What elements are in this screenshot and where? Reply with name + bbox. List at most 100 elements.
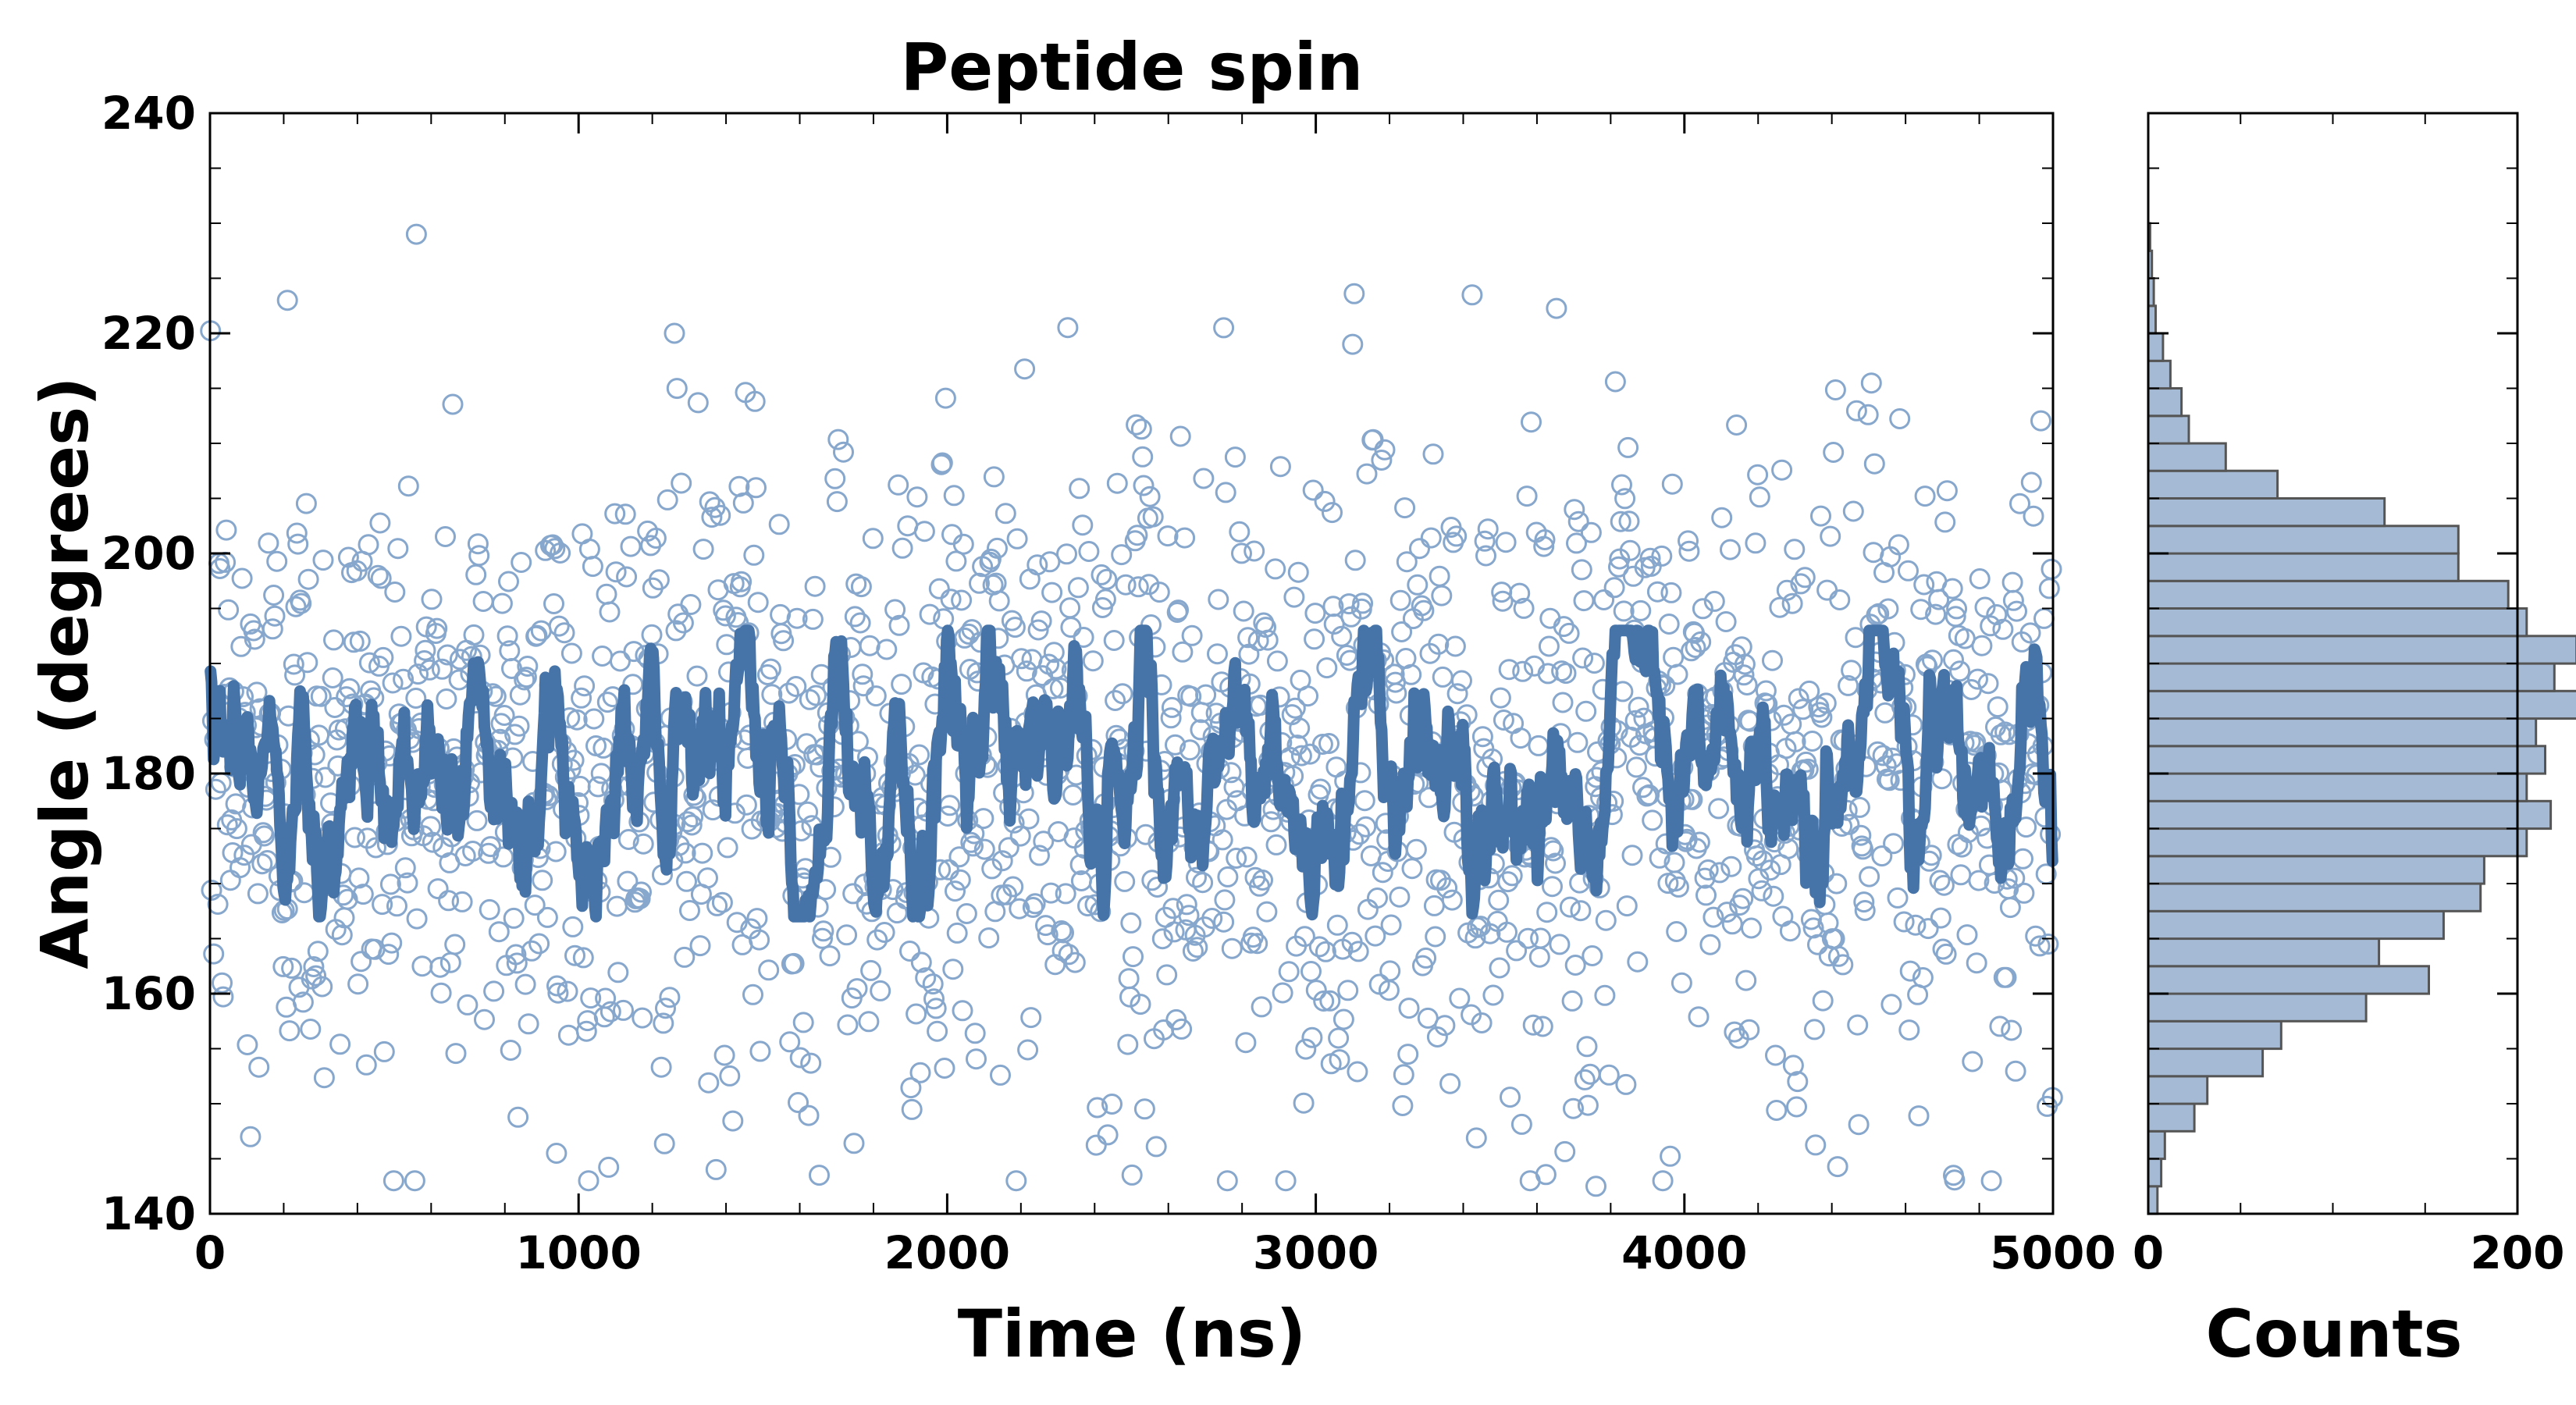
scatter-point bbox=[1913, 574, 1935, 596]
scatter-point bbox=[382, 672, 404, 694]
scatter-point bbox=[1091, 564, 1112, 585]
scatter-point bbox=[1545, 852, 1566, 874]
scatter-point bbox=[1573, 590, 1595, 612]
scatter-point bbox=[1475, 545, 1496, 567]
scatter-point bbox=[1138, 574, 1160, 596]
scatter-point bbox=[1579, 1063, 1601, 1085]
scatter-point bbox=[596, 692, 618, 713]
scatter-point bbox=[1220, 762, 1242, 784]
scatter-point bbox=[1432, 666, 1453, 688]
scatter-point bbox=[1512, 660, 1534, 682]
scatter-point bbox=[1564, 499, 1585, 521]
scatter-point bbox=[1735, 969, 1757, 991]
histogram-bar bbox=[2147, 552, 2460, 582]
histogram-bar bbox=[2147, 1075, 2209, 1105]
scatter-point bbox=[1379, 960, 1401, 982]
scatter-point bbox=[978, 927, 1000, 949]
scatter-point bbox=[599, 601, 621, 623]
scatter-point bbox=[1179, 739, 1201, 761]
scatter-point bbox=[535, 539, 557, 561]
scatter-point bbox=[1233, 600, 1254, 622]
scatter-point bbox=[1302, 479, 1324, 501]
scatter-point bbox=[676, 870, 697, 892]
scatter-point bbox=[1841, 660, 1863, 681]
scatter-point bbox=[963, 823, 985, 845]
scatter-point bbox=[1287, 561, 1309, 583]
scatter-point bbox=[1014, 358, 1036, 380]
scatter-point bbox=[1347, 941, 1369, 962]
scatter-point bbox=[746, 908, 768, 930]
scatter-point bbox=[689, 935, 711, 957]
scatter-point bbox=[837, 1014, 859, 1036]
scatter-point bbox=[1186, 866, 1207, 888]
scatter-point bbox=[580, 987, 602, 1009]
scatter-point bbox=[521, 940, 543, 962]
x-tick-label: 0 bbox=[194, 1226, 226, 1279]
scatter-point bbox=[779, 1031, 801, 1053]
histogram-bar bbox=[2147, 1158, 2163, 1188]
scatter-point bbox=[511, 552, 532, 573]
scatter-point bbox=[719, 1065, 741, 1087]
scatter-point bbox=[324, 697, 346, 718]
scatter-point bbox=[981, 858, 1003, 880]
scatter-point bbox=[1697, 859, 1719, 880]
scatter-point bbox=[1151, 928, 1173, 950]
scatter-point bbox=[1552, 692, 1574, 713]
scatter-point bbox=[1393, 1064, 1414, 1086]
scatter-point bbox=[347, 973, 369, 995]
scatter-point bbox=[1530, 927, 1552, 949]
scatter-point bbox=[605, 561, 627, 583]
scatter-point bbox=[1278, 961, 1300, 983]
scatter-point bbox=[246, 681, 268, 703]
scatter-point bbox=[1126, 414, 1147, 436]
scatter-point bbox=[1567, 731, 1589, 753]
scatter-point bbox=[1726, 414, 1748, 436]
scatter-point bbox=[372, 646, 394, 668]
scatter-point bbox=[1977, 673, 1999, 695]
scatter-point bbox=[287, 533, 309, 555]
scatter-point bbox=[1802, 731, 1823, 752]
scatter-point bbox=[276, 290, 298, 311]
scatter-point bbox=[1495, 532, 1517, 553]
scatter-point bbox=[1069, 478, 1091, 500]
scatter-point bbox=[1546, 297, 1567, 319]
scatter-point bbox=[436, 644, 458, 666]
scatter-point bbox=[891, 537, 913, 559]
scatter-point bbox=[1787, 1071, 1809, 1093]
scatter-point bbox=[1087, 1097, 1108, 1119]
scatter-point bbox=[1910, 599, 1932, 621]
scatter-point bbox=[405, 223, 427, 245]
x-tick-label: 2000 bbox=[884, 1226, 1010, 1279]
scatter-point bbox=[1598, 1064, 1620, 1086]
scatter-point bbox=[418, 659, 440, 681]
scatter-point bbox=[2029, 935, 2051, 957]
scatter-point bbox=[305, 965, 327, 987]
scatter-point bbox=[1374, 439, 1396, 461]
scatter-point bbox=[1781, 592, 1803, 614]
scatter-point bbox=[1400, 663, 1422, 685]
scatter-point bbox=[1980, 615, 2001, 637]
scatter-point bbox=[1506, 940, 1528, 962]
scatter-point bbox=[1130, 418, 1152, 440]
scatter-point bbox=[1201, 908, 1223, 929]
scatter-point bbox=[942, 959, 964, 980]
scatter-point bbox=[1776, 579, 1798, 601]
scatter-point bbox=[1207, 643, 1228, 665]
scatter-point bbox=[1812, 990, 1834, 1012]
scatter-point bbox=[1528, 735, 1550, 756]
scatter-point bbox=[632, 1007, 653, 1029]
scatter-point bbox=[390, 625, 412, 647]
scatter-point bbox=[550, 542, 571, 564]
scatter-point bbox=[852, 663, 873, 685]
scatter-point bbox=[1343, 283, 1365, 304]
scatter-point bbox=[1407, 574, 1429, 596]
scatter-point bbox=[1172, 641, 1194, 663]
scatter-point bbox=[1313, 991, 1335, 1012]
scatter-point bbox=[1628, 696, 1649, 718]
scatter-point bbox=[331, 924, 353, 946]
scatter-point bbox=[966, 1048, 987, 1070]
scatter-point bbox=[1925, 603, 1947, 625]
histogram-bar bbox=[2147, 965, 2430, 995]
smoothed-line bbox=[205, 624, 2058, 923]
scatter-point bbox=[1905, 914, 1927, 936]
